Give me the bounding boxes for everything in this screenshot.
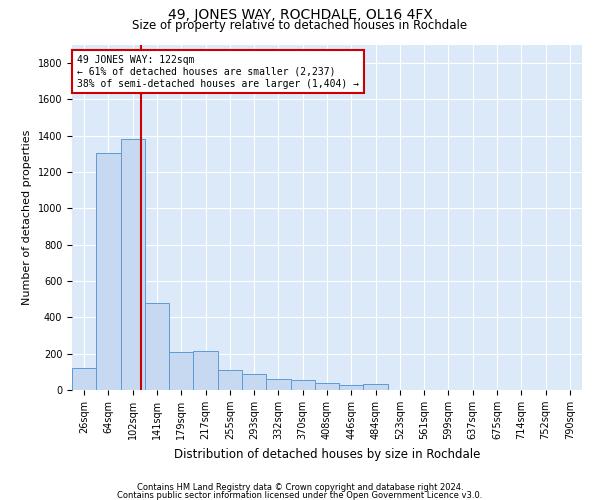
Text: 49 JONES WAY: 122sqm
← 61% of detached houses are smaller (2,237)
38% of semi-de: 49 JONES WAY: 122sqm ← 61% of detached h… xyxy=(77,56,359,88)
Bar xyxy=(364,384,388,390)
Bar xyxy=(169,352,193,390)
Bar xyxy=(218,370,242,390)
Bar xyxy=(193,351,218,390)
Bar xyxy=(339,384,364,390)
Text: 49, JONES WAY, ROCHDALE, OL16 4FX: 49, JONES WAY, ROCHDALE, OL16 4FX xyxy=(167,8,433,22)
Bar xyxy=(242,374,266,390)
Text: Contains HM Land Registry data © Crown copyright and database right 2024.: Contains HM Land Registry data © Crown c… xyxy=(137,484,463,492)
Text: Size of property relative to detached houses in Rochdale: Size of property relative to detached ho… xyxy=(133,19,467,32)
Bar xyxy=(266,380,290,390)
Y-axis label: Number of detached properties: Number of detached properties xyxy=(22,130,32,305)
Bar xyxy=(121,140,145,390)
Bar xyxy=(72,368,96,390)
X-axis label: Distribution of detached houses by size in Rochdale: Distribution of detached houses by size … xyxy=(174,448,480,460)
Bar xyxy=(96,153,121,390)
Bar xyxy=(290,380,315,390)
Text: Contains public sector information licensed under the Open Government Licence v3: Contains public sector information licen… xyxy=(118,491,482,500)
Bar xyxy=(315,383,339,390)
Bar xyxy=(145,303,169,390)
